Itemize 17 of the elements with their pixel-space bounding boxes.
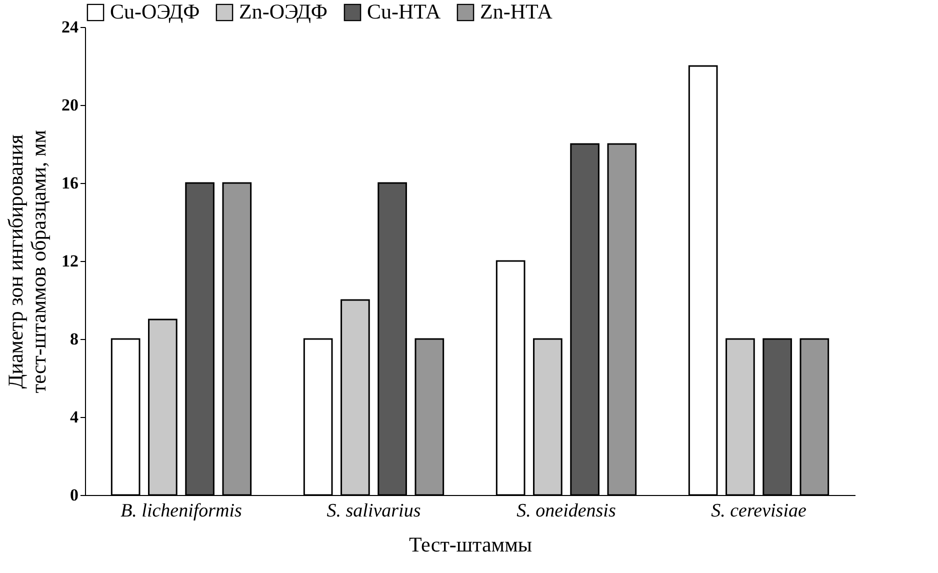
x-tick-label: S. salivarius (326, 500, 421, 522)
x-tick-label: B. licheniformis (120, 500, 242, 522)
y-tick-label: 12 (62, 252, 78, 270)
y-tick-label: 4 (70, 408, 79, 426)
legend-label: Cu-ОЭДФ (110, 0, 200, 24)
y-tick-label: 20 (62, 96, 78, 114)
x-axis-title: Тест-штаммы (409, 532, 532, 556)
x-tick-label: S. cerevisiae (711, 500, 806, 522)
y-tick-label: 24 (62, 18, 79, 36)
x-tick-label: S. oneidensis (516, 500, 616, 522)
y-axis-title: Диаметр зон ингибирования тест-штаммов образцами, мм (4, 130, 50, 394)
y-tick-label: 8 (70, 330, 78, 348)
y-tick-label: 0 (70, 486, 78, 504)
y-tick-label: 16 (62, 174, 78, 192)
legend-label: Cu-НТА (367, 0, 442, 24)
legend-label: Zn-НТА (480, 0, 554, 24)
legend-label: Zn-ОЭДФ (239, 0, 328, 24)
